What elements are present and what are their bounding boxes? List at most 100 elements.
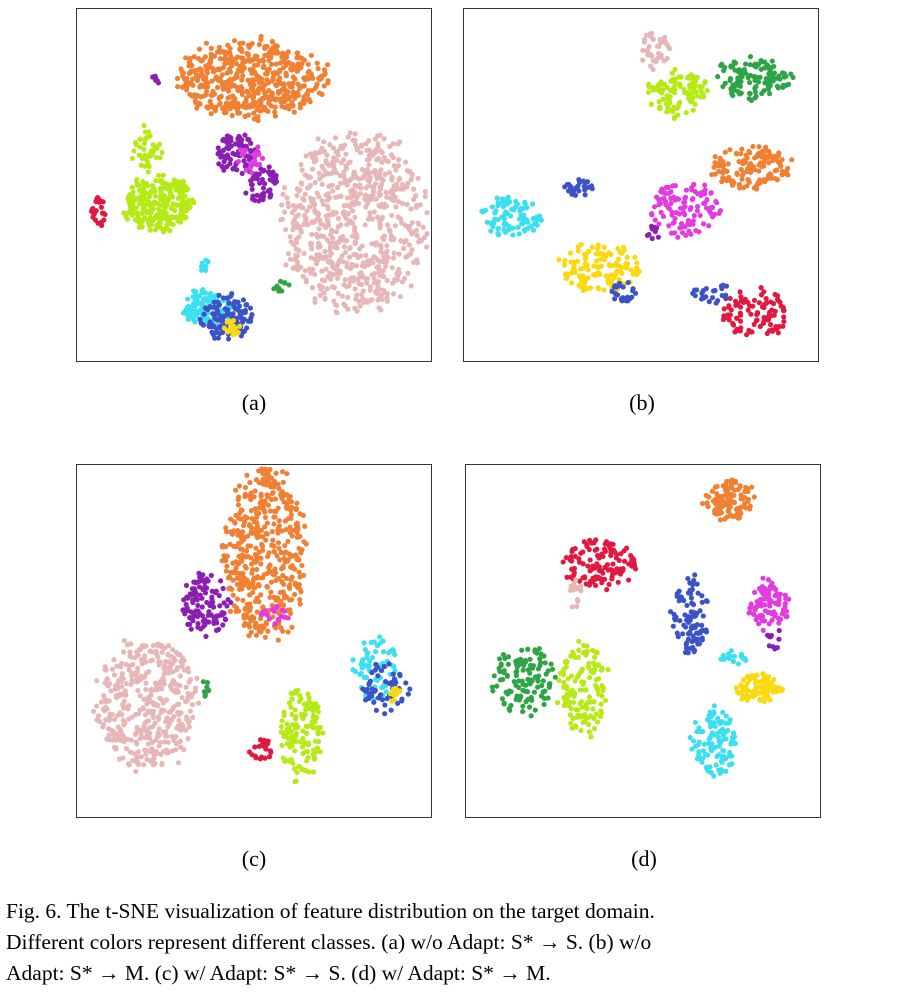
scatter-point-d-488 bbox=[523, 699, 529, 705]
scatter-point-c-419 bbox=[280, 572, 286, 579]
scatter-point-c-1095 bbox=[302, 741, 308, 747]
scatter-point-b-265 bbox=[783, 73, 789, 79]
scatter-point-a-916 bbox=[399, 200, 406, 206]
scatter-point-a-442 bbox=[261, 95, 267, 101]
scatter-point-a-1855 bbox=[244, 302, 250, 308]
scatter-point-d-600 bbox=[748, 601, 754, 607]
scatter-point-d-113 bbox=[737, 509, 743, 516]
scatter-point-c-1082 bbox=[292, 707, 298, 713]
scatter-point-d-116 bbox=[725, 507, 731, 513]
scatter-point-c-717 bbox=[94, 678, 100, 684]
scatter-point-d-560 bbox=[691, 649, 697, 655]
scatter-point-a-350 bbox=[249, 41, 255, 47]
scatter-point-d-668 bbox=[772, 600, 778, 606]
scatter-point-c-436 bbox=[274, 553, 280, 559]
scatter-point-a-504 bbox=[212, 67, 219, 73]
scatter-point-b-207 bbox=[743, 70, 749, 76]
scatter-point-a-1423 bbox=[169, 194, 176, 200]
scatter-point-a-428 bbox=[174, 75, 181, 82]
scatter-point-a-1371 bbox=[123, 214, 129, 220]
scatter-point-a-514 bbox=[224, 60, 230, 66]
scatter-point-a-603 bbox=[345, 294, 351, 301]
scatter-point-a-1543 bbox=[96, 199, 102, 205]
scatter-point-a-1481 bbox=[129, 155, 135, 162]
scatter-point-a-1063 bbox=[337, 271, 343, 277]
scatter-point-a-41 bbox=[308, 52, 314, 59]
scatter-point-a-198 bbox=[285, 89, 291, 95]
scatter-point-a-1946 bbox=[205, 259, 211, 265]
scatter-point-a-365 bbox=[262, 104, 268, 111]
scatter-point-b-780 bbox=[611, 284, 618, 290]
scatter-point-b-260 bbox=[748, 97, 755, 103]
scatter-point-c-250 bbox=[280, 479, 286, 485]
scatter-point-c-1150 bbox=[380, 649, 387, 655]
scatter-point-a-392 bbox=[250, 95, 256, 101]
scatter-point-c-1211 bbox=[373, 661, 379, 668]
scatter-point-c-385 bbox=[254, 609, 260, 615]
scatter-point-c-377 bbox=[248, 528, 254, 534]
scatter-point-a-731 bbox=[413, 193, 419, 199]
scatter-point-a-483 bbox=[216, 95, 222, 102]
scatter-point-c-787 bbox=[108, 688, 114, 694]
scatter-point-d-735 bbox=[739, 696, 745, 702]
scatter-point-a-589 bbox=[396, 251, 402, 257]
scatter-point-d-357 bbox=[574, 714, 580, 720]
scatter-point-b-467 bbox=[688, 205, 694, 211]
scatter-point-a-506 bbox=[239, 77, 245, 83]
scatter-point-a-1345 bbox=[153, 177, 159, 184]
scatter-point-d-105 bbox=[745, 486, 751, 492]
scatter-point-b-435 bbox=[697, 212, 703, 219]
scatter-point-d-634 bbox=[766, 587, 772, 593]
scatter-point-a-1294 bbox=[170, 221, 176, 228]
scatter-point-a-747 bbox=[422, 188, 428, 195]
scatter-point-b-139 bbox=[674, 105, 680, 112]
scatter-point-c-749 bbox=[134, 729, 140, 735]
scatter-point-b-144 bbox=[685, 90, 691, 96]
scatter-point-d-363 bbox=[592, 682, 599, 689]
scatter-point-a-1100 bbox=[294, 253, 300, 259]
scatter-point-a-548 bbox=[302, 191, 308, 197]
scatter-point-a-987 bbox=[359, 243, 365, 249]
scatter-point-a-318 bbox=[294, 55, 300, 61]
scatter-point-a-1174 bbox=[315, 210, 321, 216]
scatter-point-b-653 bbox=[589, 244, 595, 250]
scatter-point-d-749 bbox=[757, 696, 763, 702]
scatter-point-a-776 bbox=[422, 234, 428, 240]
scatter-point-c-730 bbox=[134, 724, 140, 731]
scatter-point-d-194 bbox=[614, 566, 620, 572]
scatter-point-d-581 bbox=[681, 622, 687, 628]
scatter-point-d-87 bbox=[727, 501, 734, 507]
scatter-point-d-211 bbox=[568, 574, 574, 580]
scatter-point-b-224 bbox=[745, 75, 751, 81]
scatter-point-c-654 bbox=[141, 762, 147, 768]
scatter-point-c-530 bbox=[199, 595, 205, 601]
scatter-point-b-148 bbox=[674, 81, 680, 87]
scatter-point-c-422 bbox=[241, 622, 247, 628]
scatter-point-d-455 bbox=[506, 688, 512, 694]
scatter-point-c-951 bbox=[145, 699, 151, 705]
scatter-point-d-366 bbox=[571, 652, 577, 658]
scatter-point-a-1450 bbox=[140, 205, 147, 212]
scatter-point-a-1117 bbox=[315, 257, 322, 263]
scatter-point-b-481 bbox=[663, 190, 669, 197]
scatter-point-b-810 bbox=[737, 289, 743, 295]
scatter-point-b-593 bbox=[512, 204, 518, 210]
scatter-point-d-550 bbox=[699, 635, 705, 641]
scatter-point-a-1677 bbox=[248, 165, 254, 171]
scatter-point-a-1513 bbox=[153, 154, 159, 161]
scatter-point-c-1246 bbox=[378, 667, 384, 674]
scatter-point-a-1499 bbox=[141, 146, 147, 152]
scatter-point-c-1174 bbox=[359, 665, 365, 671]
scatter-point-a-153 bbox=[220, 65, 226, 71]
scatter-point-b-484 bbox=[682, 204, 688, 210]
scatter-point-d-103 bbox=[731, 492, 737, 498]
tsne-plot-b bbox=[463, 8, 819, 362]
scatter-point-a-441 bbox=[255, 104, 261, 110]
scatter-point-b-426 bbox=[649, 212, 655, 218]
scatter-point-a-20 bbox=[229, 112, 235, 119]
scatter-point-c-335 bbox=[288, 515, 294, 521]
scatter-point-a-1414 bbox=[180, 178, 187, 185]
scatter-point-b-233 bbox=[783, 82, 789, 88]
scatter-point-a-1152 bbox=[365, 198, 371, 204]
scatter-point-a-1080 bbox=[396, 156, 402, 163]
